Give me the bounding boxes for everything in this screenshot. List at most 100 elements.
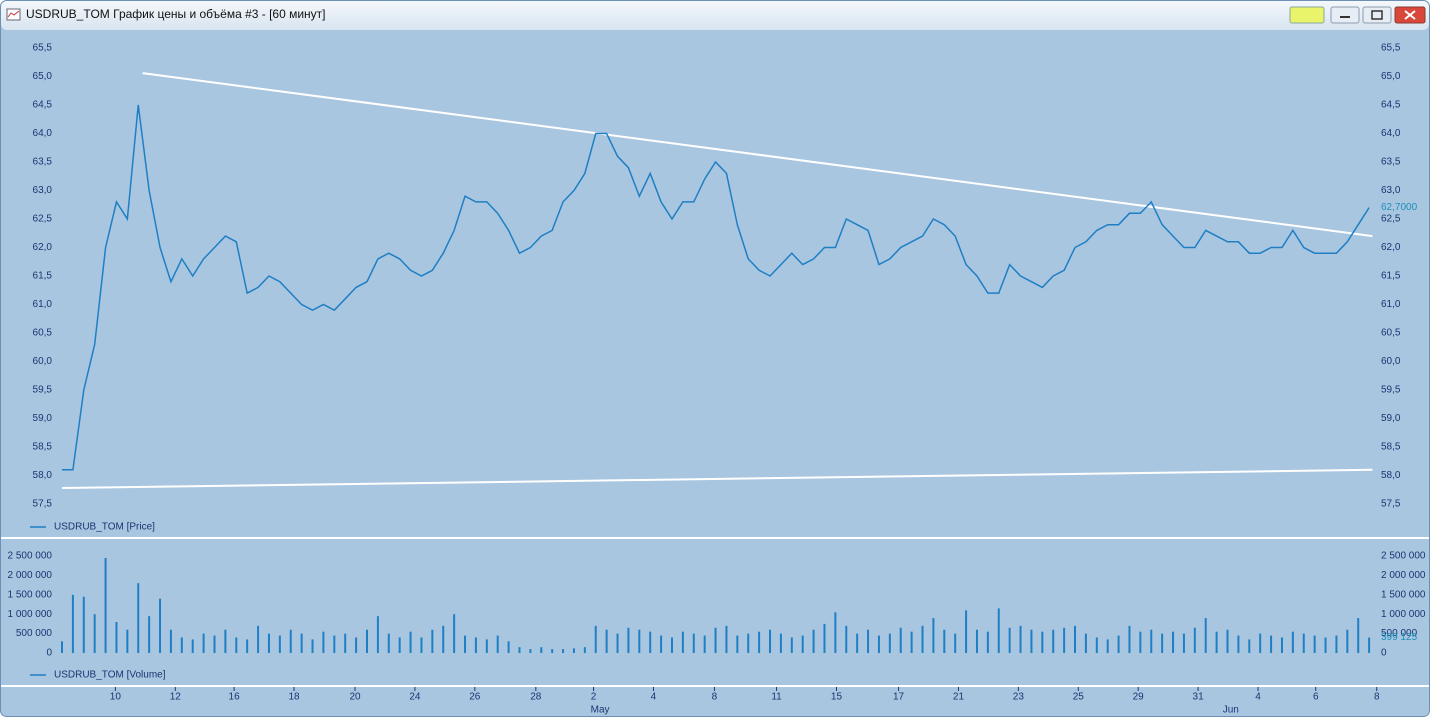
volume-bar [1346,629,1349,653]
y2-tick-label: 65,5 [1381,43,1401,54]
y-tick-label: 1 000 000 [8,609,53,620]
volume-bar [518,647,521,653]
volume-bar [572,648,575,653]
y-tick-label: 61,0 [33,299,53,310]
minimize-button[interactable] [1330,6,1360,24]
trendline [142,72,1373,238]
volume-bar [540,647,543,653]
volume-bar [267,633,270,653]
volume-bar [159,598,162,653]
x-tick-label: 15 [831,692,843,703]
volume-bar [246,639,249,653]
volume-bar [594,625,597,653]
volume-bar [877,635,880,653]
y2-tick-label: 61,5 [1381,271,1401,282]
last-value-label: 62,7000 [1381,202,1418,213]
volume-bar [453,614,456,653]
y2-tick-label: 1 000 000 [1381,609,1426,620]
volume-bar [224,629,227,653]
last-value-label: 399 125 [1381,632,1418,643]
y2-tick-label: 62,5 [1381,214,1401,225]
volume-bar [409,631,412,653]
volume-bar [71,594,74,653]
y-tick-label: 2 500 000 [8,551,53,562]
y-tick-label: 59,5 [33,385,53,396]
volume-bar [801,635,804,653]
x-tick-label: 10 [110,692,122,703]
volume-bar [300,633,303,653]
y2-tick-label: 1 500 000 [1381,589,1426,600]
volume-bar [997,608,1000,653]
volume-bar [954,633,957,653]
y-tick-label: 64,5 [33,100,53,111]
volume-bar [790,637,793,653]
volume-bar [834,612,837,653]
y-tick-label: 1 500 000 [8,589,53,600]
volume-bar [1193,627,1196,653]
y-tick-label: 2 000 000 [8,570,53,581]
y2-tick-label: 63,0 [1381,185,1401,196]
y2-tick-label: 61,0 [1381,299,1401,310]
volume-bar [202,633,205,653]
legend-label: USDRUB_TOM [Price] [54,522,155,533]
volume-bar [703,635,706,653]
volume-bar [387,633,390,653]
y-tick-label: 62,0 [33,242,53,253]
volume-bar [670,637,673,653]
volume-bar [311,639,314,653]
volume-bar [1139,631,1142,653]
maximize-button[interactable] [1362,6,1392,24]
volume-bar [1150,629,1153,653]
y2-tick-label: 57,5 [1381,499,1401,510]
volume-bar [986,631,989,653]
volume-bar [235,637,238,653]
y-tick-label: 60,0 [33,356,53,367]
x-tick-label: 20 [349,692,361,703]
y-tick-label: 60,5 [33,328,53,339]
x-tick-label: 18 [288,692,300,703]
link-button[interactable] [1289,6,1325,24]
x-tick-label: 17 [893,692,905,703]
y2-tick-label: 64,5 [1381,100,1401,111]
volume-bar [1172,631,1175,653]
volume-bar [1302,633,1305,653]
legend-label: USDRUB_TOM [Volume] [54,670,166,681]
x-tick-label: 21 [953,692,965,703]
y2-tick-label: 65,0 [1381,71,1401,82]
volume-bar [289,629,292,653]
volume-bar [485,639,488,653]
volume-bar [180,637,183,653]
volume-bar [1215,631,1218,653]
volume-bar [1280,637,1283,653]
volume-bar [779,633,782,653]
volume-bar [496,635,499,653]
volume-bar [115,621,118,653]
volume-bar [61,641,63,653]
volume-bar [714,627,717,653]
y2-tick-label: 58,5 [1381,442,1401,453]
month-label: Jun [1223,705,1239,716]
volume-bar [736,635,739,653]
volume-bar [1019,625,1022,653]
volume-bar [812,629,815,653]
x-tick-label: 4 [1255,692,1261,703]
y-tick-label: 0 [46,648,52,659]
y2-tick-label: 60,5 [1381,328,1401,339]
volume-bar [1368,637,1371,653]
volume-bar [104,557,107,653]
volume-bar [965,610,968,653]
y-tick-label: 500 000 [16,628,53,639]
volume-bar [1063,627,1066,653]
volume-bar [1291,631,1294,653]
y2-tick-label: 2 000 000 [1381,570,1426,581]
volume-bar [1259,633,1262,653]
month-label: May [591,705,610,716]
x-tick-label: 8 [712,692,718,703]
volume-bar [420,637,423,653]
x-tick-label: 4 [651,692,657,703]
volume-bar [1074,625,1077,653]
volume-bar [213,635,216,653]
y-tick-label: 65,5 [33,43,53,54]
